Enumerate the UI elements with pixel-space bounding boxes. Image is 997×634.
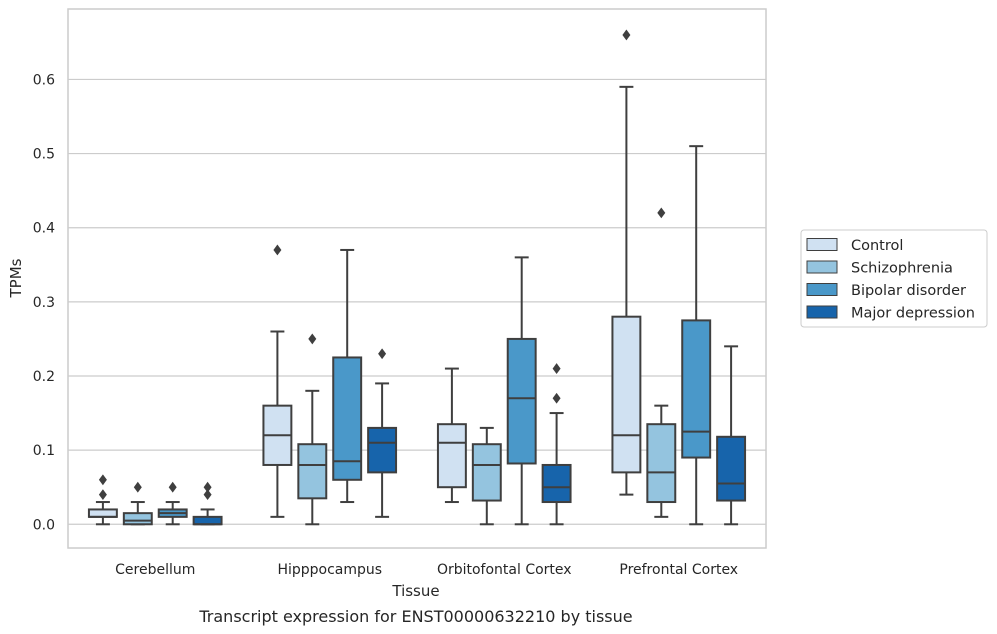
y-tick-labels: 0.0 0.1 0.2 0.3 0.4 0.5 0.6 [33, 72, 55, 533]
outlier-point [98, 489, 107, 501]
grid-lines [68, 78, 766, 525]
y-tick-label: 0.1 [33, 443, 55, 459]
legend-label: Control [851, 238, 903, 254]
outlier-point [168, 481, 177, 493]
box-body [297, 443, 328, 500]
outlier-point [203, 489, 212, 501]
plot-frame [67, 8, 767, 549]
y-tick-label: 0.5 [33, 147, 55, 163]
legend-swatch [806, 305, 838, 319]
box-0-1 [122, 481, 153, 526]
box-0-2 [157, 481, 188, 526]
box-3-0 [611, 29, 642, 496]
box-body [436, 423, 467, 489]
outlier-point [552, 392, 561, 404]
box-body [192, 515, 223, 526]
legend-swatch [806, 283, 838, 296]
y-tick-label: 0.3 [33, 295, 55, 311]
outlier-point [657, 207, 666, 219]
outlier-point [133, 481, 142, 493]
box-0-3 [192, 481, 223, 526]
y-tick-label: 0.2 [33, 369, 55, 385]
legend-swatch [806, 238, 838, 251]
outlier-point [273, 244, 282, 256]
legend: Control Schizophrenia Bipolar disorder Majo… [800, 229, 988, 328]
box-body [471, 443, 502, 502]
box-3-1 [646, 207, 677, 518]
box-0-0 [87, 474, 118, 526]
box-1-3 [367, 348, 398, 518]
box-2-1 [471, 426, 502, 526]
outlier-point [203, 481, 212, 493]
box-1-1 [297, 333, 328, 526]
x-tick-label: Cerebellum [115, 562, 195, 578]
box-body [646, 423, 677, 504]
box-1-2 [332, 248, 363, 504]
y-tick-label: 0.0 [33, 517, 55, 533]
box-2-3 [541, 363, 572, 526]
box-body [506, 337, 537, 465]
x-tick-label: Orbitofontal Cortex [437, 562, 572, 578]
box-body [87, 508, 118, 518]
box-body [716, 435, 747, 502]
outlier-point [378, 348, 387, 360]
legend-label: Schizophrenia [851, 261, 953, 277]
box-body [681, 319, 712, 459]
box-3-3 [716, 345, 747, 526]
box-body [541, 463, 572, 504]
box-1-0 [262, 244, 293, 518]
x-axis-title: Tissue [391, 582, 439, 600]
box-3-2 [681, 145, 712, 526]
box-series [87, 29, 747, 526]
outlier-point [98, 474, 107, 486]
x-tick-label: Hipppocampus [277, 562, 382, 578]
y-tick-label: 0.6 [33, 72, 55, 88]
box-body [611, 315, 642, 474]
legend-label: Bipolar disorder [851, 283, 966, 299]
y-tick-label: 0.4 [33, 221, 55, 237]
legend-swatch [806, 260, 838, 274]
outlier-point [622, 29, 631, 41]
figure-caption: Transcript expression for ENST0000063221… [198, 607, 632, 626]
x-tick-labels: Cerebellum Hipppocampus Orbitofontal Corte… [115, 562, 738, 578]
legend-label: Major depression [851, 306, 975, 322]
box-body [367, 426, 398, 474]
legend-frame [800, 229, 988, 328]
x-tick-label: Prefrontal Cortex [619, 562, 738, 578]
box-2-0 [436, 367, 467, 504]
box-2-2 [506, 256, 537, 526]
outlier-point [308, 333, 317, 345]
box-body [122, 512, 153, 526]
outlier-point [552, 363, 561, 374]
y-axis-title: TPMs [7, 258, 25, 298]
box-body [332, 356, 363, 481]
